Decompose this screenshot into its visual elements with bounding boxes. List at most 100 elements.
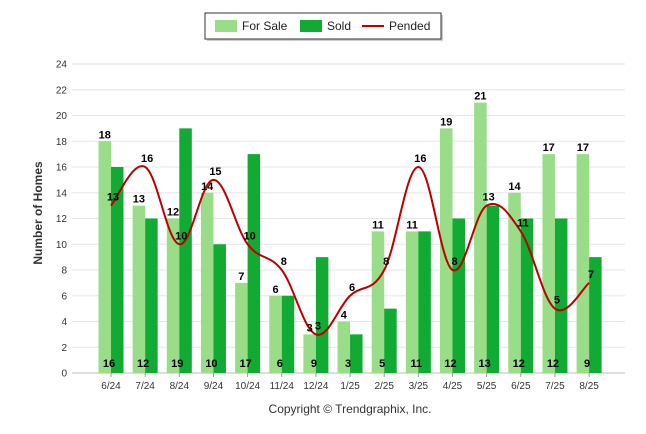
x-tick-label: 9/24 (204, 381, 224, 392)
bar-sold (520, 218, 534, 373)
legend-swatch-sold (300, 20, 322, 32)
x-tick-label: 6/25 (511, 381, 531, 392)
x-tick-label: 4/25 (443, 381, 463, 392)
data-label-for-sale: 17 (543, 142, 555, 154)
bar-for-sale (371, 231, 385, 373)
bar-for-sale (542, 154, 555, 373)
data-label-sold: 9 (311, 358, 317, 370)
data-label-sold: 9 (584, 358, 590, 370)
legend: For Sale Sold Pended (204, 12, 443, 41)
x-tick-label: 7/25 (545, 381, 565, 392)
data-label-sold: 17 (239, 358, 251, 370)
data-label-pended: 8 (383, 256, 389, 268)
bar-sold (281, 295, 295, 373)
data-label-pended: 13 (107, 192, 119, 204)
data-label-sold: 5 (379, 358, 385, 370)
data-label-sold: 11 (411, 358, 423, 370)
bar-for-sale (337, 321, 351, 373)
y-tick-label: 2 (61, 343, 67, 354)
bar-sold (384, 308, 397, 373)
data-label-sold: 12 (444, 358, 456, 370)
data-label-sold: 12 (137, 358, 149, 370)
data-label-for-sale: 18 (99, 129, 111, 141)
x-tick-label: 11/24 (270, 381, 295, 392)
y-tick-label: 18 (56, 137, 68, 148)
bar-sold (145, 218, 158, 373)
bar-for-sale (440, 128, 453, 373)
data-label-sold: 12 (513, 358, 525, 370)
bar-for-sale (200, 192, 214, 373)
bar-for-sale (235, 282, 248, 373)
bar-for-sale (576, 154, 590, 373)
x-tick-label: 8/25 (579, 381, 599, 392)
y-tick-label: 22 (56, 85, 68, 96)
data-label-sold: 19 (171, 358, 183, 370)
bar-for-sale (508, 192, 521, 373)
bar-for-sale (98, 141, 111, 373)
data-label-sold: 10 (205, 358, 217, 370)
data-label-pended: 8 (451, 256, 457, 268)
bar-for-sale (405, 231, 419, 373)
x-tick-label: 7/24 (135, 381, 155, 392)
legend-label-pended: Pended (389, 19, 430, 33)
data-label-pended: 13 (483, 192, 495, 204)
data-label-for-sale: 3 (307, 322, 313, 334)
data-label-for-sale: 17 (577, 142, 589, 154)
legend-label-sold: Sold (327, 19, 351, 33)
y-tick-label: 10 (56, 240, 68, 251)
y-tick-label: 24 (56, 60, 68, 71)
x-tick-label: 8/24 (170, 381, 190, 392)
data-labels: 18 16 13 12 12 19 14 10 7 17 6 6 3 9 4 3 11 5 11 11 19 12 21 13… (99, 91, 595, 370)
data-label-pended: 8 (281, 256, 287, 268)
pended-line (110, 165, 590, 336)
copyright-footer: Copyright © Trendgraphix, Inc. (269, 402, 432, 416)
bar-for-sale (132, 205, 146, 373)
bar-sold (418, 231, 431, 373)
bar-for-sale (474, 102, 487, 373)
data-label-pended: 7 (588, 269, 594, 281)
data-label-for-sale: 14 (201, 181, 214, 193)
data-label-sold: 3 (345, 358, 351, 370)
y-tick-label: 0 (61, 369, 67, 380)
bar-sold (554, 218, 568, 373)
data-label-pended: 10 (243, 230, 255, 242)
data-label-pended: 16 (141, 153, 153, 165)
y-tick-label: 6 (61, 291, 67, 302)
bars (98, 102, 602, 373)
data-label-for-sale: 7 (238, 271, 244, 283)
data-label-sold: 16 (103, 358, 115, 370)
bar-sold (350, 334, 363, 373)
data-label-for-sale: 11 (372, 219, 384, 231)
data-label-sold: 12 (547, 358, 559, 370)
y-tick-label: 8 (61, 266, 67, 277)
data-label-for-sale: 4 (341, 310, 348, 322)
legend-box (204, 12, 442, 40)
data-label-for-sale: 14 (508, 181, 521, 193)
bar-sold (486, 205, 500, 373)
bar-sold (179, 128, 192, 373)
y-tick-label: 20 (56, 111, 68, 122)
y-tick-label: 4 (61, 317, 67, 328)
bar-sold (315, 257, 329, 373)
data-label-pended: 3 (315, 320, 321, 332)
bar-for-sale (166, 218, 180, 373)
data-label-for-sale: 6 (272, 284, 278, 296)
bar-for-sale (303, 334, 316, 373)
data-label-pended: 10 (175, 230, 187, 242)
data-label-sold: 6 (277, 358, 283, 370)
bar-sold (247, 154, 261, 373)
data-label-for-sale: 11 (406, 219, 418, 231)
x-tick-label: 10/24 (235, 381, 260, 392)
y-tick-label: 12 (56, 214, 68, 225)
x-tick-label: 6/24 (101, 381, 121, 392)
x-tick-label: 1/25 (340, 381, 360, 392)
data-label-pended: 15 (209, 166, 221, 178)
data-label-pended: 16 (414, 153, 426, 165)
data-label-sold: 13 (479, 358, 491, 370)
y-axis-label: Number of Homes (31, 161, 45, 265)
x-tick-label: 5/25 (477, 381, 497, 392)
x-tick-label: 12/24 (303, 381, 328, 392)
y-tick-label: 16 (56, 163, 68, 174)
y-tick-label: 14 (56, 188, 68, 199)
data-label-pended: 6 (349, 282, 355, 294)
